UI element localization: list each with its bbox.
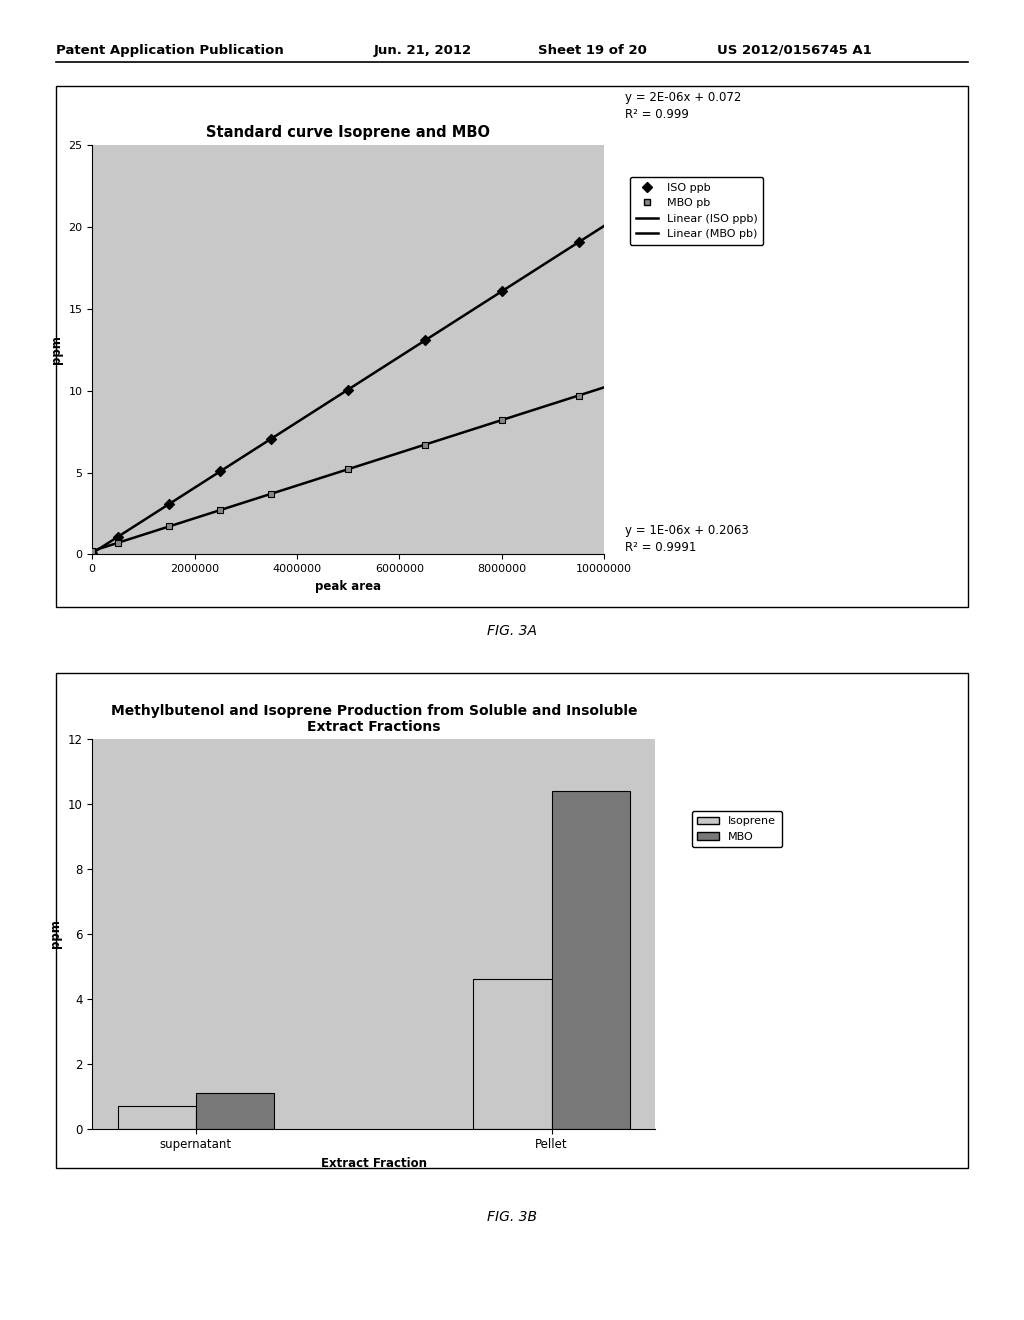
Title: Methylbutenol and Isoprene Production from Soluble and Insoluble
Extract Fractio: Methylbutenol and Isoprene Production fr…	[111, 704, 637, 734]
Point	[110, 532, 126, 553]
Text: Patent Application Publication: Patent Application Publication	[56, 44, 284, 57]
Text: Jun. 21, 2012: Jun. 21, 2012	[374, 44, 472, 57]
Title: Standard curve Isoprene and MBO: Standard curve Isoprene and MBO	[206, 125, 490, 140]
Point	[263, 428, 280, 449]
Point	[570, 232, 587, 253]
Bar	[196, 1093, 274, 1129]
Text: R² = 0.9991: R² = 0.9991	[625, 541, 696, 554]
Point	[84, 540, 100, 561]
Text: Sheet 19 of 20: Sheet 19 of 20	[538, 44, 646, 57]
Point	[84, 543, 100, 564]
Point	[161, 516, 177, 537]
Text: R² = 0.999: R² = 0.999	[625, 108, 688, 121]
Text: US 2012/0156745 A1: US 2012/0156745 A1	[717, 44, 871, 57]
Text: FIG. 3B: FIG. 3B	[487, 1210, 537, 1224]
Y-axis label: ppm: ppm	[49, 920, 61, 948]
Point	[110, 527, 126, 548]
Text: FIG. 3A: FIG. 3A	[487, 624, 537, 638]
Point	[570, 385, 587, 407]
Bar	[118, 1106, 196, 1129]
Point	[417, 434, 433, 455]
Point	[340, 379, 356, 400]
Point	[417, 330, 433, 351]
Point	[161, 494, 177, 515]
Point	[494, 281, 510, 302]
Point	[212, 461, 228, 482]
Bar	[473, 979, 552, 1129]
X-axis label: Extract Fraction: Extract Fraction	[321, 1156, 427, 1170]
Point	[212, 499, 228, 520]
Point	[263, 483, 280, 504]
Point	[494, 409, 510, 430]
Text: y = 1E-06x + 0.2063: y = 1E-06x + 0.2063	[625, 524, 749, 537]
Legend: ISO ppb, MBO pb, Linear (ISO ppb), Linear (MBO pb): ISO ppb, MBO pb, Linear (ISO ppb), Linea…	[630, 177, 763, 246]
Bar	[552, 791, 630, 1129]
Point	[340, 458, 356, 479]
Legend: Isoprene, MBO: Isoprene, MBO	[691, 810, 782, 847]
X-axis label: peak area: peak area	[315, 579, 381, 593]
Y-axis label: ppm: ppm	[50, 335, 62, 364]
Text: y = 2E-06x + 0.072: y = 2E-06x + 0.072	[625, 91, 741, 104]
